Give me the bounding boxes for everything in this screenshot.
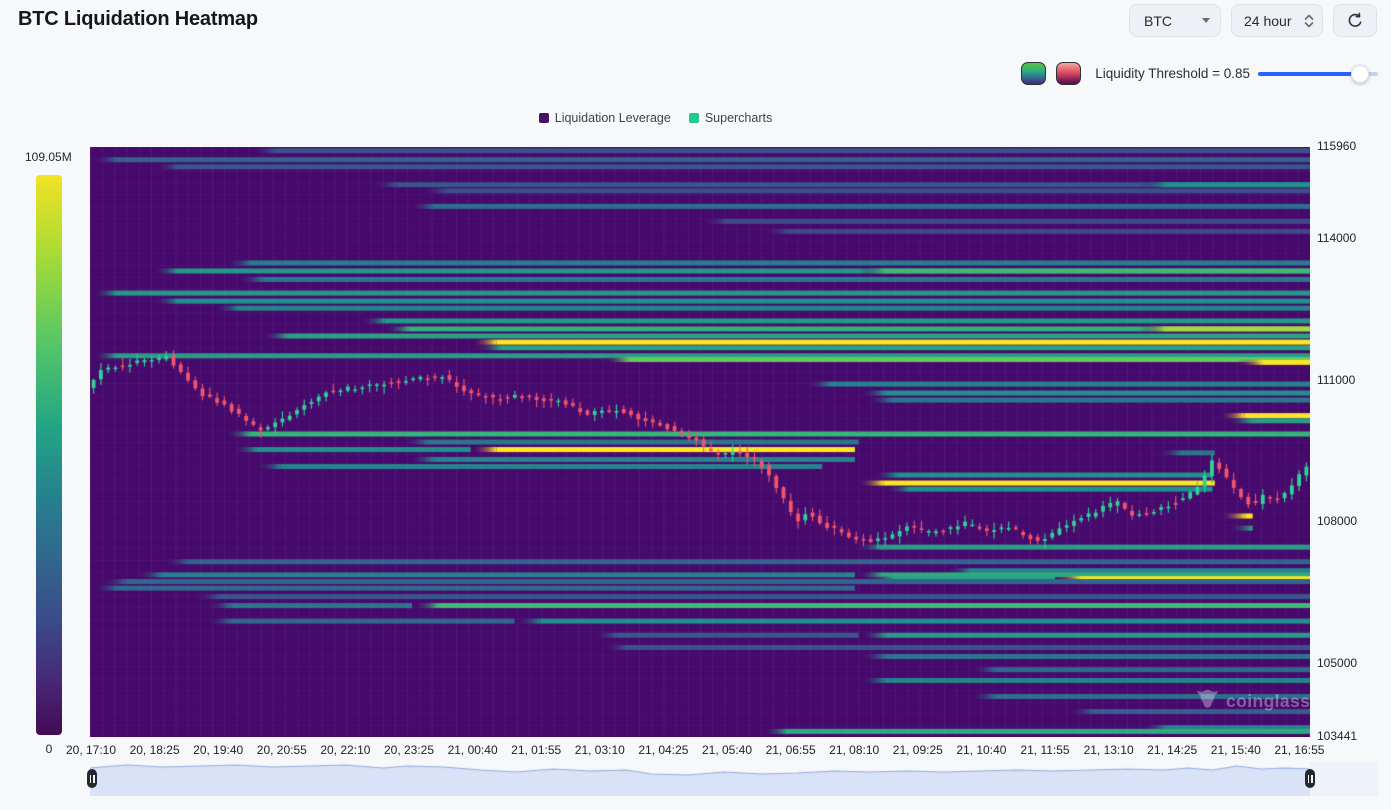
- y-axis-label: 108000: [1317, 514, 1358, 529]
- x-axis-label: 21, 14:25: [1147, 743, 1198, 757]
- x-axis-label: 20, 22:10: [320, 743, 371, 757]
- slider-thumb[interactable]: [1351, 64, 1369, 83]
- symbol-select-value: BTC: [1144, 12, 1172, 29]
- legend-item-supercharts[interactable]: Supercharts: [688, 111, 773, 125]
- x-axis-label: 21, 16:55: [1274, 743, 1325, 757]
- legend-swatch: [688, 113, 699, 123]
- x-axis-label: 21, 06:55: [765, 743, 816, 757]
- x-axis-label: 21, 00:40: [447, 743, 498, 757]
- symbol-select[interactable]: BTC: [1129, 4, 1221, 37]
- y-axis-label: 114000: [1317, 231, 1357, 246]
- legend-item-liquidation-leverage[interactable]: Liquidation Leverage: [538, 111, 671, 125]
- x-axis-label: 21, 08:10: [829, 743, 880, 757]
- x-axis-label: 20, 18:25: [129, 743, 180, 757]
- x-axis-label: 21, 04:25: [638, 743, 689, 757]
- slider-fill: [1258, 71, 1360, 76]
- liquidity-threshold-slider[interactable]: [1258, 64, 1378, 83]
- legend-label: Supercharts: [704, 111, 773, 125]
- x-axis-label: 20, 23:25: [383, 743, 435, 757]
- refresh-icon: [1346, 12, 1364, 30]
- x-axis-label: 21, 05:40: [701, 743, 753, 757]
- colormap-swatch-magma[interactable]: [1056, 62, 1082, 85]
- x-axis-label: 21, 03:10: [574, 743, 625, 757]
- x-axis-label: 20, 19:40: [193, 743, 244, 757]
- y-axis-label: 115960: [1317, 139, 1357, 153]
- x-axis-label: 20, 17:10: [65, 743, 117, 757]
- legend-swatch: [538, 113, 549, 123]
- colorbar-gradient: [36, 175, 62, 735]
- x-axis-label: 21, 13:10: [1083, 743, 1134, 757]
- colorbar-min-label: 0: [45, 742, 53, 756]
- x-axis-label: 21, 11:55: [1020, 743, 1070, 757]
- liquidity-threshold-label: Liquidity Threshold = 0.85: [1095, 66, 1250, 81]
- chevron-updown-icon: [1304, 13, 1314, 29]
- navigator-right-pad: [1310, 762, 1378, 796]
- x-axis-label: 20, 20:55: [256, 743, 307, 757]
- navigator-left-handle[interactable]: [87, 769, 97, 788]
- timeframe-select-value: 24 hour: [1244, 12, 1292, 29]
- x-axis-label: 21, 09:25: [892, 743, 943, 757]
- top-controls: BTC 24 hour: [1129, 4, 1377, 37]
- refresh-button[interactable]: [1333, 4, 1377, 37]
- chart-legend: Liquidation Leverage Supercharts: [0, 111, 1311, 125]
- liquidity-threshold-row: Liquidity Threshold = 0.85: [1021, 62, 1378, 85]
- heatmap-canvas[interactable]: [90, 147, 1310, 737]
- y-axis-label: 103441: [1317, 729, 1358, 743]
- x-axis-label: 21, 10:40: [956, 743, 1007, 757]
- colorbar-max-label: 109.05M: [25, 150, 72, 164]
- x-axis-label: 21, 15:40: [1210, 743, 1261, 757]
- x-axis-label: 21, 01:55: [511, 743, 562, 757]
- timeframe-select[interactable]: 24 hour: [1231, 4, 1323, 37]
- colormap-swatch-viridis[interactable]: [1021, 62, 1047, 85]
- navigator-right-handle[interactable]: [1305, 769, 1315, 788]
- page-title: BTC Liquidation Heatmap: [18, 8, 258, 30]
- navigator-canvas[interactable]: [90, 762, 1310, 796]
- y-axis-label: 105000: [1317, 655, 1358, 670]
- chevron-down-icon: [1202, 18, 1210, 23]
- legend-label: Liquidation Leverage: [554, 111, 671, 125]
- y-axis-label: 111000: [1317, 372, 1356, 387]
